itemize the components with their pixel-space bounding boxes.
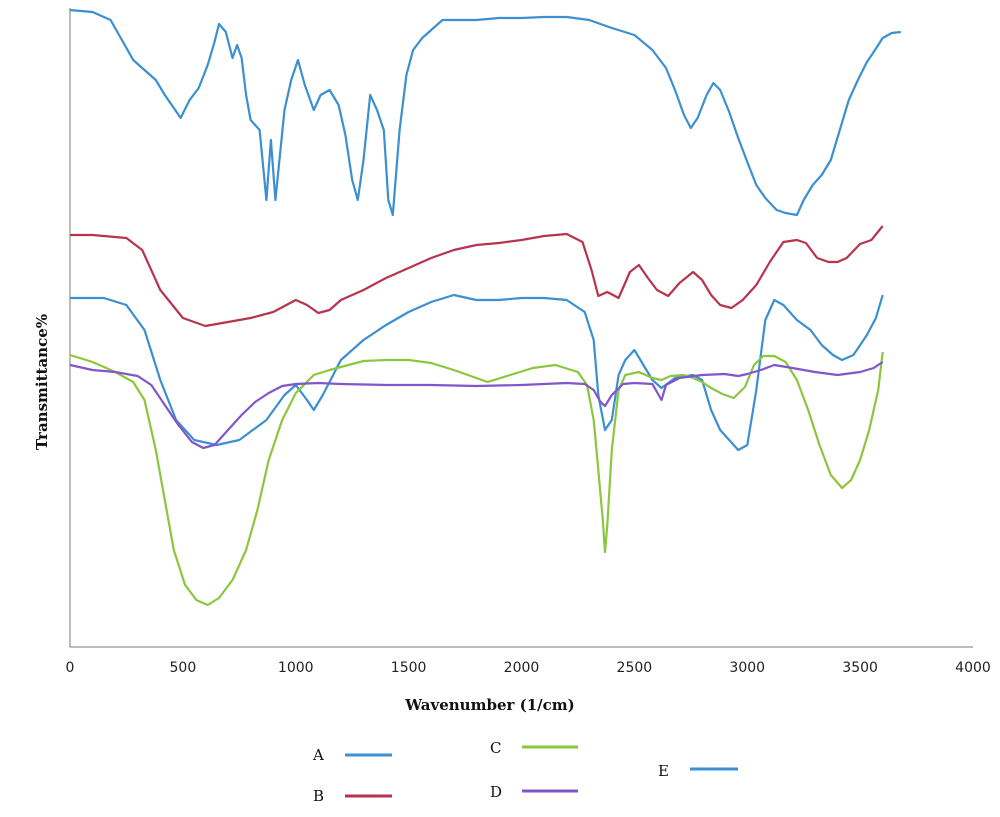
series-line-b [70, 225, 884, 328]
axes [69, 8, 973, 648]
x-tick-labels: 0 500 1000 1500 2000 2500 3000 3500 4000 [66, 660, 991, 676]
legend-label-c: C [490, 739, 501, 757]
legend-item-e: E [658, 762, 738, 780]
x-tick-label-1000: 1000 [278, 660, 314, 676]
series-layer [69, 8, 901, 607]
legend-item-d: D [490, 783, 578, 801]
x-tick-label-3500: 3500 [842, 660, 878, 676]
series-line-a [70, 293, 884, 452]
legend-item-b: B [313, 787, 392, 805]
legend: A B C D E [312, 739, 738, 805]
x-tick-label-1500: 1500 [391, 660, 427, 676]
legend-item-a: A [312, 746, 392, 764]
x-tick-label-3000: 3000 [729, 660, 765, 676]
x-tick-label-2000: 2000 [504, 660, 540, 676]
x-tick-label-4000: 4000 [955, 660, 991, 676]
x-tick-label-0: 0 [66, 660, 75, 676]
series-line-e [69, 8, 901, 217]
series-line-c [69, 351, 884, 607]
legend-label-b: B [313, 787, 324, 805]
legend-label-d: D [490, 783, 502, 801]
x-axis-title: Wavenumber (1/cm) [404, 696, 574, 714]
x-tick-label-2500: 2500 [617, 660, 653, 676]
y-axis-title: Transmittance% [33, 314, 51, 450]
legend-label-a: A [312, 746, 324, 764]
x-tick-label-500: 500 [170, 660, 197, 676]
series-line-d [69, 361, 884, 450]
legend-label-e: E [658, 762, 669, 780]
legend-item-c: C [490, 739, 578, 757]
